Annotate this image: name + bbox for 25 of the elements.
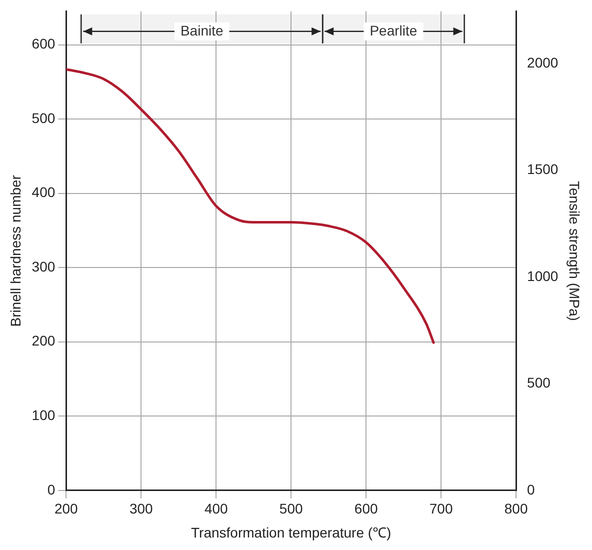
- x-tick-label: 800: [504, 500, 528, 517]
- y-tick-label: 0: [47, 481, 56, 498]
- band-label: Bainite: [180, 22, 224, 38]
- y-tick-label: 200: [32, 332, 56, 349]
- x-tick-label: 500: [279, 500, 303, 517]
- band-label: Pearlite: [370, 22, 418, 38]
- y2-tick-label: 0: [527, 481, 536, 498]
- y-axis-title: Brinell hardness number: [7, 174, 24, 327]
- y2-tick-label: 1000: [527, 268, 558, 284]
- x-axis-title: Transformation temperature (℃): [191, 524, 392, 540]
- y-tick-label: 100: [32, 406, 56, 423]
- x-tick-label: 200: [54, 500, 78, 517]
- line-series: [66, 68, 435, 344]
- y2-tick-label: 1500: [527, 161, 558, 178]
- x-tick-label: 300: [129, 500, 154, 517]
- x-tick-label: 700: [429, 500, 453, 517]
- y2-axis-title: Tensile strength (MPa): [566, 180, 583, 321]
- x-tick-label: 400: [204, 500, 228, 517]
- y-tick-label: 300: [32, 258, 56, 274]
- y2-tick-label: 500: [527, 374, 551, 391]
- x-tick-label: 600: [354, 500, 378, 517]
- y-tick-label: 400: [32, 184, 56, 200]
- y-tick-label: 600: [32, 36, 56, 52]
- y-tick-label: 500: [32, 110, 56, 126]
- y2-tick-label: 2000: [527, 54, 558, 71]
